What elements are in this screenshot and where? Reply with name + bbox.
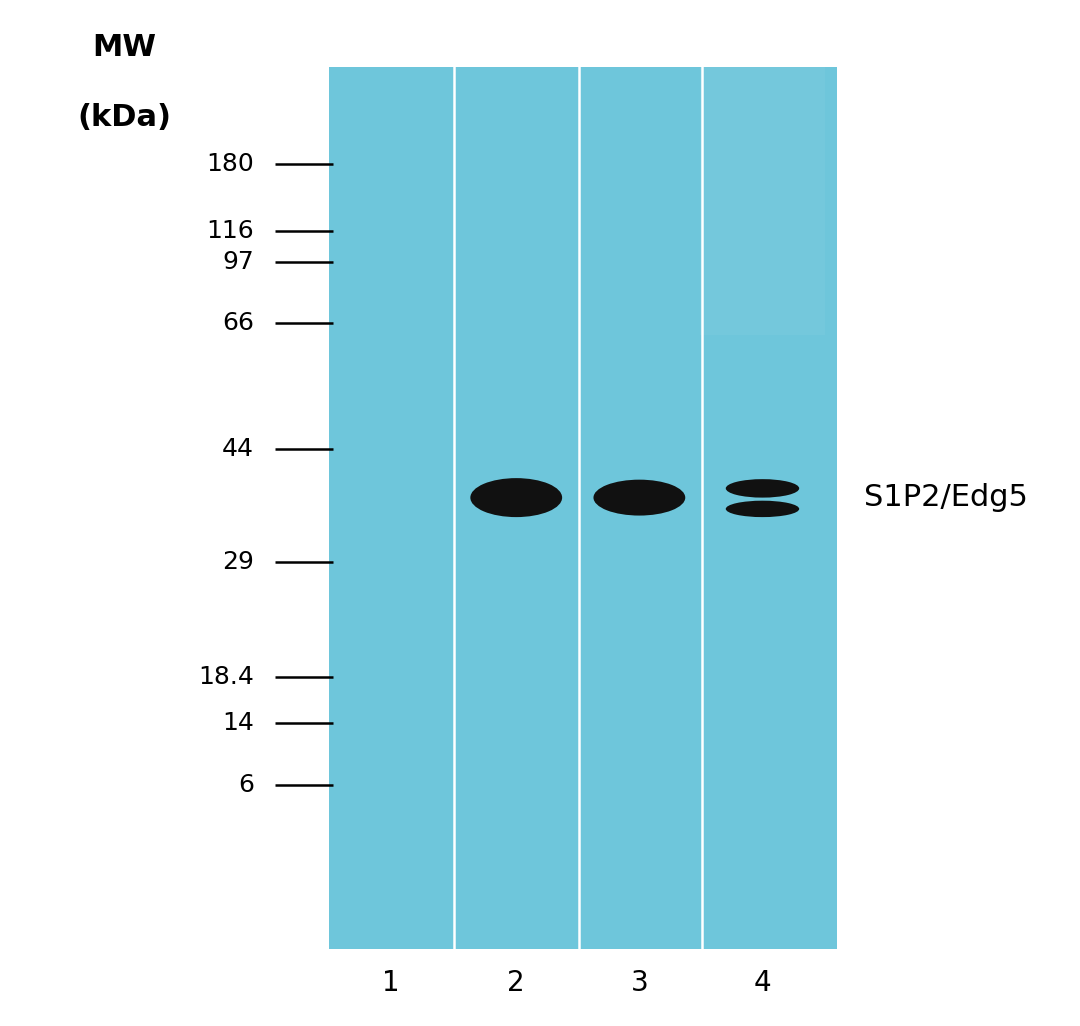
Text: 116: 116	[206, 219, 254, 243]
Text: 4: 4	[754, 969, 771, 997]
Text: 44: 44	[221, 437, 254, 462]
Text: 2: 2	[508, 969, 525, 997]
Text: 3: 3	[631, 969, 648, 997]
Text: 1: 1	[382, 969, 400, 997]
Bar	[700, 67, 825, 336]
Text: S1P2/Edg5: S1P2/Edg5	[864, 483, 1028, 512]
Text: (kDa): (kDa)	[77, 103, 172, 131]
Text: 29: 29	[221, 550, 254, 575]
Text: MW: MW	[92, 33, 157, 62]
Text: 66: 66	[221, 311, 254, 336]
Text: 14: 14	[221, 711, 254, 736]
Bar	[329, 67, 837, 949]
Ellipse shape	[471, 478, 562, 517]
Ellipse shape	[726, 501, 799, 517]
Ellipse shape	[726, 479, 799, 498]
Text: 18.4: 18.4	[198, 665, 254, 689]
Text: 97: 97	[222, 249, 254, 274]
Ellipse shape	[594, 480, 686, 515]
Text: 6: 6	[238, 773, 254, 797]
Text: 180: 180	[206, 152, 254, 176]
